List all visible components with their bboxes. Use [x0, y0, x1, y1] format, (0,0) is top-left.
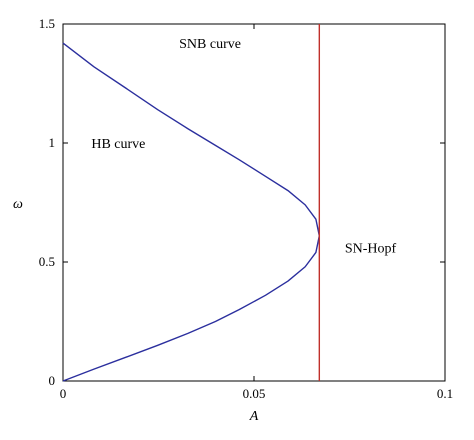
plot-area [62, 23, 446, 382]
y-tick-label: 0.5 [39, 254, 55, 269]
y-tick-label: 1.5 [39, 16, 55, 31]
hb-curve-label: HB curve [91, 137, 145, 152]
sn-hopf-label: SN-Hopf [345, 242, 397, 257]
y-tick-label: 0 [49, 373, 56, 388]
x-tick-label: 0.05 [243, 386, 266, 401]
y-tick-label: 1 [49, 135, 56, 150]
x-axis-label: A [249, 409, 259, 424]
snb-curve-label: SNB curve [179, 37, 241, 52]
x-tick-label: 0.1 [437, 386, 453, 401]
x-tick-label: 0 [60, 386, 67, 401]
y-axis-label: ω [13, 197, 23, 212]
